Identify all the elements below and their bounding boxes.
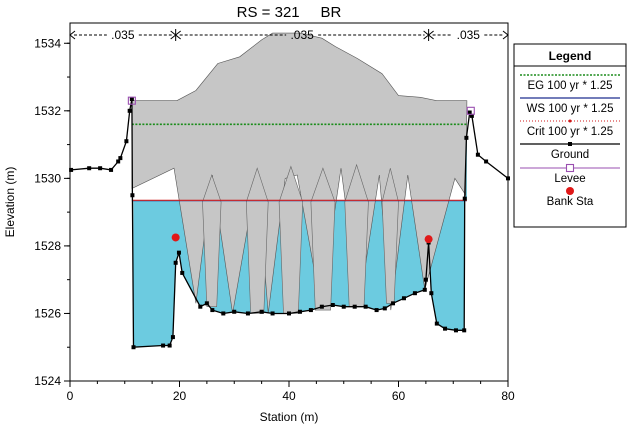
ground-point bbox=[259, 309, 264, 314]
bridge-pier-1 bbox=[202, 174, 222, 308]
ground-point bbox=[221, 311, 226, 316]
ground-point bbox=[434, 321, 439, 326]
chart-title: RS = 321 BR bbox=[237, 4, 342, 21]
y-tick-label: 1530 bbox=[34, 171, 61, 185]
ground-point bbox=[161, 343, 166, 348]
x-tick-label: 0 bbox=[67, 389, 74, 403]
ground-point bbox=[297, 309, 302, 314]
x-axis-label: Station (m) bbox=[260, 410, 319, 424]
y-tick-label: 1526 bbox=[34, 306, 61, 320]
levee-marker bbox=[466, 106, 475, 115]
y-axis-label: Elevation (m) bbox=[3, 167, 17, 238]
ground-point bbox=[391, 301, 396, 306]
ground-point bbox=[287, 311, 291, 316]
ground-point bbox=[475, 152, 480, 157]
ground-point bbox=[484, 159, 489, 164]
ground-point bbox=[245, 311, 250, 316]
bank-station-marker bbox=[424, 235, 433, 244]
ground-point bbox=[308, 308, 313, 313]
ground-point bbox=[167, 343, 172, 348]
ground-point bbox=[173, 260, 178, 265]
ground-point bbox=[170, 335, 175, 340]
ground-point bbox=[127, 108, 132, 113]
ground-point bbox=[176, 250, 181, 255]
ground-point bbox=[116, 159, 121, 164]
legend-label-eg: EG 100 yr * 1.25 bbox=[527, 80, 612, 92]
ground-point bbox=[374, 308, 379, 313]
ground-point bbox=[131, 345, 136, 350]
ground-point bbox=[401, 296, 406, 301]
ground-point bbox=[180, 270, 185, 275]
ground-point bbox=[423, 277, 428, 282]
legend-swatch-bank bbox=[566, 187, 574, 195]
x-tick-label: 60 bbox=[392, 389, 406, 403]
x-tick-label: 20 bbox=[173, 389, 187, 403]
legend-title: Legend bbox=[549, 49, 592, 63]
ground-point bbox=[198, 304, 203, 309]
legend-swatch-crit-dot bbox=[568, 119, 572, 123]
ground-point bbox=[363, 304, 368, 309]
ground-point bbox=[453, 328, 458, 333]
legend-label-ground: Ground bbox=[551, 149, 589, 161]
manning-n-label: .035 bbox=[111, 28, 135, 42]
bridge-pier-6 bbox=[381, 168, 399, 304]
ground-point bbox=[467, 110, 472, 115]
ground-point bbox=[412, 291, 417, 296]
ground-point bbox=[109, 167, 114, 172]
ground-point bbox=[422, 287, 427, 292]
bridge-pier-4 bbox=[310, 167, 336, 311]
ground-point bbox=[270, 311, 275, 316]
levee-marker bbox=[127, 96, 136, 105]
ground-point bbox=[130, 193, 135, 198]
legend-label-ws: WS 100 yr * 1.25 bbox=[527, 103, 614, 115]
ground-point bbox=[87, 166, 92, 171]
ground-point bbox=[69, 167, 74, 172]
ground-point bbox=[464, 135, 469, 140]
legend-label-bank: Bank Sta bbox=[547, 196, 594, 208]
ground-point bbox=[210, 308, 215, 313]
manning-arrow bbox=[69, 30, 76, 40]
legend-label-levee: Levee bbox=[554, 173, 585, 185]
ground-point bbox=[352, 304, 357, 309]
legend-swatch-levee-marker bbox=[565, 163, 575, 173]
y-tick-label: 1528 bbox=[34, 239, 61, 253]
ground-point bbox=[443, 326, 448, 331]
y-tick-label: 1532 bbox=[34, 104, 61, 118]
ground-point bbox=[319, 304, 324, 309]
ground-point bbox=[462, 196, 467, 201]
y-tick-label: 1534 bbox=[34, 36, 61, 50]
manning-n-label: .035 bbox=[290, 28, 314, 42]
ground-point bbox=[341, 304, 346, 309]
ground-point bbox=[330, 303, 335, 308]
x-tick-label: 40 bbox=[282, 389, 296, 403]
x-tick-label: 80 bbox=[501, 389, 515, 403]
y-tick-label: 1524 bbox=[34, 374, 61, 388]
ground-point bbox=[124, 139, 129, 144]
ground-point bbox=[129, 96, 134, 101]
bridge-pier-3 bbox=[278, 165, 304, 314]
ground-point bbox=[232, 309, 237, 314]
ground-point bbox=[462, 328, 467, 333]
manning-arrow bbox=[502, 30, 509, 40]
ground-point bbox=[118, 156, 123, 161]
ground-point bbox=[429, 291, 434, 296]
ground-point bbox=[204, 301, 209, 306]
ground-point bbox=[98, 166, 103, 171]
ground-point bbox=[382, 306, 387, 311]
legend-swatch-ground-marker bbox=[568, 142, 572, 146]
bank-station-marker bbox=[171, 233, 180, 242]
ground-point bbox=[469, 113, 474, 118]
manning-n-label: .035 bbox=[457, 28, 481, 42]
bridge-pier-2 bbox=[245, 167, 269, 314]
legend-label-crit: Crit 100 yr * 1.25 bbox=[527, 126, 613, 138]
